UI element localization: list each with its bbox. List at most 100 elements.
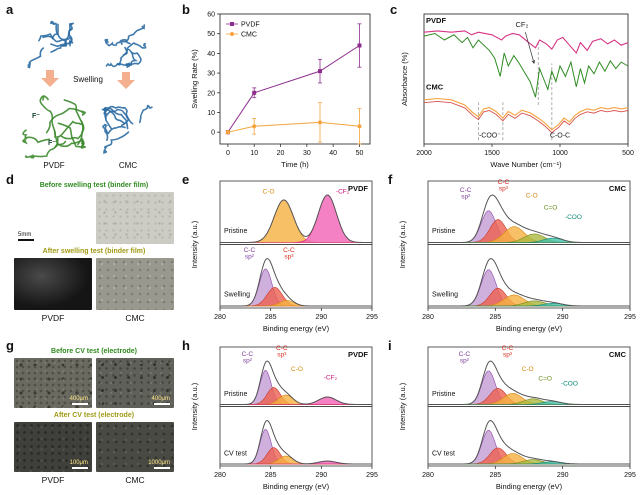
svg-text:C-O: C-O — [291, 366, 303, 373]
svg-text:C=O: C=O — [544, 205, 558, 212]
svg-text:Intensity (a.u.): Intensity (a.u.) — [190, 220, 199, 268]
svg-text:Swelling: Swelling — [224, 292, 250, 299]
panel-c-ftir-chart: 2000 1500 1000 500 Wave Number (cm⁻¹) Absorba… — [400, 13, 634, 169]
svg-text:285: 285 — [489, 472, 501, 479]
svg-text:Swelling: Swelling — [432, 292, 458, 299]
svg-text:290: 290 — [315, 472, 327, 479]
svg-text:CMC: CMC — [609, 350, 627, 359]
svg-text:1000: 1000 — [552, 150, 568, 157]
panel-letter-d: d — [6, 172, 14, 187]
svg-text:F⁻: F⁻ — [32, 113, 40, 120]
svg-text:Binding energy (eV): Binding energy (eV) — [263, 324, 330, 333]
panel-letter-b: b — [182, 2, 190, 17]
svg-text:Pristine: Pristine — [432, 228, 455, 235]
photo-cmc-film-before — [96, 192, 174, 244]
svg-text:Pristine: Pristine — [224, 228, 247, 235]
svg-text:295: 295 — [624, 472, 636, 479]
svg-text:PVDF: PVDF — [43, 161, 64, 170]
svg-text:Absorbance (%): Absorbance (%) — [400, 52, 409, 106]
scale-bar-line — [154, 403, 170, 405]
svg-text:280: 280 — [422, 314, 434, 321]
photo-cmc-film-after — [96, 258, 174, 310]
panel-d-before-title: Before swelling test (binder film) — [39, 182, 149, 189]
scale-bar-100um-label: 100μm — [69, 459, 88, 466]
svg-text:40: 40 — [329, 150, 337, 157]
svg-text:Pristine: Pristine — [432, 391, 455, 398]
svg-text:290: 290 — [557, 314, 569, 321]
scale-bar-1000um-label: 1000μm — [148, 459, 170, 466]
panel-letter-a: a — [6, 2, 14, 17]
svg-text:0: 0 — [211, 130, 215, 137]
panel-d-cmc-label: CMC — [125, 313, 145, 323]
micrograph-cmc-electrode-after: 1000μm — [96, 422, 174, 472]
svg-text:CV test: CV test — [224, 450, 247, 457]
panel-i-xps-cmc-cv: Pristine C-C sp² C-C sp³ C-O C=O -COO CMC CV test… — [398, 345, 636, 491]
svg-text:PVDF: PVDF — [426, 16, 446, 25]
svg-text:40: 40 — [207, 51, 215, 58]
svg-text:285: 285 — [489, 314, 501, 321]
svg-text:295: 295 — [366, 314, 378, 321]
svg-text:290: 290 — [557, 472, 569, 479]
scale-bar-5mm: 5mm — [18, 232, 34, 241]
svg-text:20: 20 — [277, 150, 285, 157]
svg-text:CV test: CV test — [432, 450, 455, 457]
svg-text:CMC: CMC — [426, 82, 444, 91]
svg-text:CMC: CMC — [119, 161, 137, 170]
svg-text:295: 295 — [366, 472, 378, 479]
svg-text:Wave Number (cm⁻¹): Wave Number (cm⁻¹) — [490, 160, 562, 169]
svg-text:F⁻: F⁻ — [48, 140, 56, 147]
svg-text:50: 50 — [207, 31, 215, 38]
svg-text:500: 500 — [622, 150, 634, 157]
svg-text:PVDF: PVDF — [348, 184, 368, 193]
panel-d-after-title: After swelling test (binder film) — [42, 248, 146, 255]
svg-text:-COO⁻: -COO⁻ — [479, 133, 501, 140]
panel-letter-e: e — [182, 172, 190, 187]
svg-text:60: 60 — [207, 12, 215, 19]
panel-a-polymer-schematic: Swelling F⁻ F⁻ PVDF CMC — [22, 20, 153, 170]
panel-d-pvdf-label: PVDF — [41, 313, 65, 323]
panel-f-xps-cmc-swelling: Pristine C-C sp³ C-C sp² C-O C=O -COO CMC Swellin… — [398, 179, 636, 333]
svg-text:Time (h): Time (h) — [281, 160, 309, 169]
svg-text:285: 285 — [265, 472, 277, 479]
svg-text:C-O: C-O — [522, 366, 534, 373]
svg-text:20: 20 — [207, 90, 215, 97]
svg-text:290: 290 — [315, 314, 327, 321]
scale-bar-400um-left-label: 400μm — [69, 395, 88, 402]
svg-text:CMC: CMC — [241, 32, 257, 39]
svg-text:Intensity (a.u.): Intensity (a.u.) — [190, 382, 199, 430]
micrograph-cmc-electrode-before: 400μm — [96, 358, 174, 408]
panel-g-cmc-label: CMC — [125, 475, 145, 485]
micrograph-pvdf-electrode-before: 400μm — [14, 358, 92, 408]
svg-text:-CF₂: -CF₂ — [324, 375, 338, 382]
svg-text:280: 280 — [214, 314, 226, 321]
svg-text:295: 295 — [624, 314, 636, 321]
panel-g-before-title: Before CV test (electrode) — [51, 348, 137, 355]
svg-text:-COO: -COO — [561, 381, 578, 388]
svg-text:0: 0 — [226, 150, 230, 157]
svg-text:285: 285 — [265, 314, 277, 321]
svg-text:2000: 2000 — [416, 150, 432, 157]
scale-bar-400um-right: 400μm — [152, 396, 170, 405]
svg-text:C=O: C=O — [538, 375, 552, 382]
svg-text:CF₂: CF₂ — [515, 20, 528, 29]
svg-text:Swelling Rate (%): Swelling Rate (%) — [190, 49, 199, 109]
svg-text:1500: 1500 — [484, 150, 500, 157]
scale-bar-400um-right-label: 400μm — [151, 395, 170, 402]
svg-text:30: 30 — [207, 71, 215, 78]
panel-letter-g: g — [6, 338, 14, 353]
photo-pvdf-film-after — [14, 258, 92, 310]
scale-bar-100um: 100μm — [70, 460, 88, 469]
svg-text:C-O: C-O — [263, 189, 275, 196]
svg-text:10: 10 — [207, 110, 215, 117]
scale-bar-line — [18, 239, 34, 241]
panel-letter-h: h — [182, 338, 190, 353]
svg-text:30: 30 — [303, 150, 311, 157]
